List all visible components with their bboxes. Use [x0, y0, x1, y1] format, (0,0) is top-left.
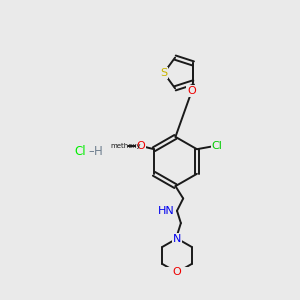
Text: O: O	[136, 141, 145, 151]
Text: Cl: Cl	[212, 141, 223, 151]
Text: HN: HN	[158, 206, 175, 216]
Text: N: N	[173, 233, 181, 244]
Text: Cl: Cl	[74, 145, 86, 158]
Text: S: S	[160, 68, 167, 78]
Text: O: O	[172, 267, 182, 278]
Text: methoxy: methoxy	[111, 143, 141, 149]
Text: O: O	[187, 86, 196, 96]
Text: H: H	[94, 145, 103, 158]
Text: –: –	[88, 145, 94, 158]
